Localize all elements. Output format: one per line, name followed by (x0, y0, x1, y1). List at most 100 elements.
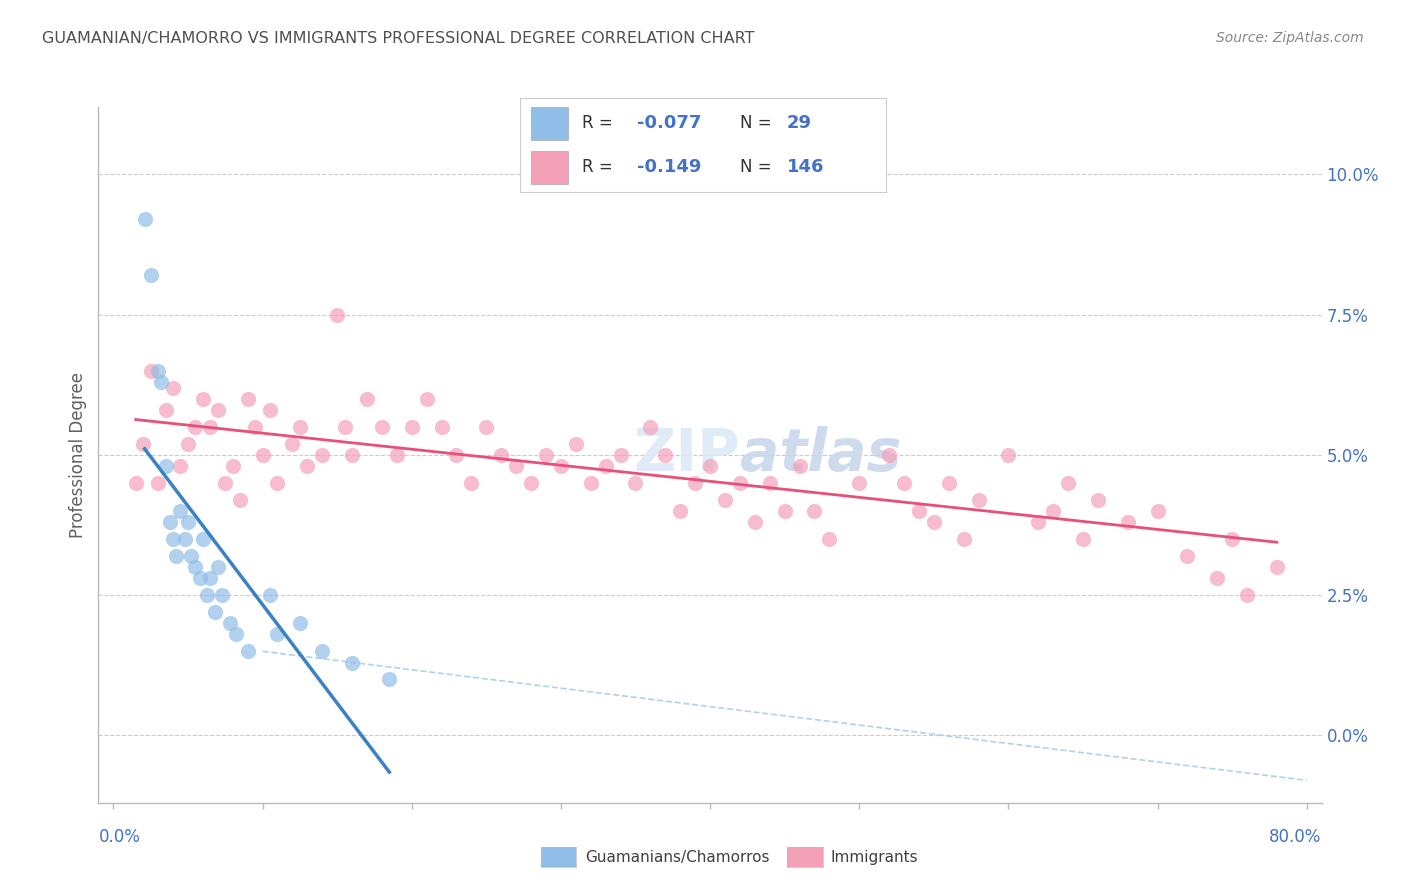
Point (565, 436, 588, 450)
Point (146, 364, 169, 378)
Point (125, 475, 148, 490)
Point (221, 459, 243, 474)
Point (922, 515, 945, 529)
Point (624, 475, 647, 490)
Point (174, 532, 197, 546)
Text: 0.0%: 0.0% (98, 828, 141, 846)
Point (550, 459, 572, 474)
Point (188, 571, 211, 585)
Point (159, 515, 181, 529)
Text: -0.149: -0.149 (637, 159, 702, 177)
Text: N =: N = (740, 159, 776, 177)
Point (200, 420, 222, 434)
Point (225, 627, 247, 641)
Point (1146, 504, 1168, 518)
Point (139, 364, 162, 378)
Point (165, 549, 187, 563)
Point (214, 475, 236, 490)
Text: R =: R = (582, 159, 619, 177)
Text: R =: R = (582, 114, 619, 132)
Point (139, 268, 162, 283)
Point (180, 549, 202, 563)
Text: Immigrants: Immigrants (831, 850, 918, 864)
Point (132, 436, 155, 450)
Point (378, 673, 401, 687)
Point (758, 475, 780, 490)
Point (773, 504, 796, 518)
Point (184, 420, 207, 434)
Point (211, 588, 233, 602)
Point (534, 448, 557, 462)
Point (803, 504, 825, 518)
Point (162, 381, 184, 395)
Point (609, 448, 631, 462)
Point (1177, 549, 1199, 563)
Point (146, 475, 169, 490)
Point (169, 504, 191, 518)
Point (952, 532, 974, 546)
Point (401, 420, 423, 434)
Point (938, 475, 960, 490)
Point (236, 392, 259, 406)
Point (252, 448, 274, 462)
FancyBboxPatch shape (531, 106, 568, 140)
Text: ZIP: ZIP (633, 426, 740, 483)
Point (640, 420, 662, 434)
Point (699, 459, 721, 474)
Point (1220, 532, 1243, 546)
Point (184, 560, 207, 574)
Text: Source: ZipAtlas.com: Source: ZipAtlas.com (1216, 31, 1364, 45)
Point (683, 475, 706, 490)
Point (333, 420, 356, 434)
Text: 80.0%: 80.0% (1270, 828, 1322, 846)
Point (191, 392, 214, 406)
Point (371, 420, 394, 434)
Text: atlas: atlas (740, 426, 901, 483)
Point (520, 475, 543, 490)
Point (385, 448, 408, 462)
Point (155, 459, 177, 474)
Point (195, 588, 218, 602)
Text: Guamanians/Chamorros: Guamanians/Chamorros (585, 850, 769, 864)
Point (340, 656, 363, 670)
Point (281, 436, 304, 450)
Point (259, 403, 281, 417)
Point (1236, 588, 1258, 602)
Point (266, 475, 288, 490)
Point (877, 448, 900, 462)
Point (1116, 515, 1139, 529)
Text: N =: N = (740, 114, 776, 132)
Point (207, 403, 229, 417)
Point (326, 308, 349, 322)
Point (475, 420, 498, 434)
Point (288, 616, 311, 631)
Point (489, 448, 512, 462)
Point (848, 475, 870, 490)
Point (818, 532, 841, 546)
Point (505, 459, 527, 474)
Point (266, 627, 288, 641)
Point (243, 420, 266, 434)
Point (997, 448, 1019, 462)
Point (789, 459, 811, 474)
Point (967, 492, 990, 507)
Point (579, 475, 602, 490)
Point (218, 616, 240, 631)
Point (744, 515, 766, 529)
Text: GUAMANIAN/CHAMORRO VS IMMIGRANTS PROFESSIONAL DEGREE CORRELATION CHART: GUAMANIAN/CHAMORRO VS IMMIGRANTS PROFESS… (42, 31, 755, 46)
Point (908, 504, 931, 518)
Point (446, 448, 468, 462)
Point (177, 515, 200, 529)
Point (204, 605, 226, 619)
Point (177, 436, 200, 450)
Point (654, 448, 676, 462)
Text: 146: 146 (787, 159, 824, 177)
FancyBboxPatch shape (531, 151, 568, 185)
Point (728, 475, 751, 490)
Point (207, 560, 229, 574)
Point (460, 475, 482, 490)
Point (311, 448, 333, 462)
Point (1206, 571, 1229, 585)
Point (356, 392, 378, 406)
Point (595, 459, 617, 474)
